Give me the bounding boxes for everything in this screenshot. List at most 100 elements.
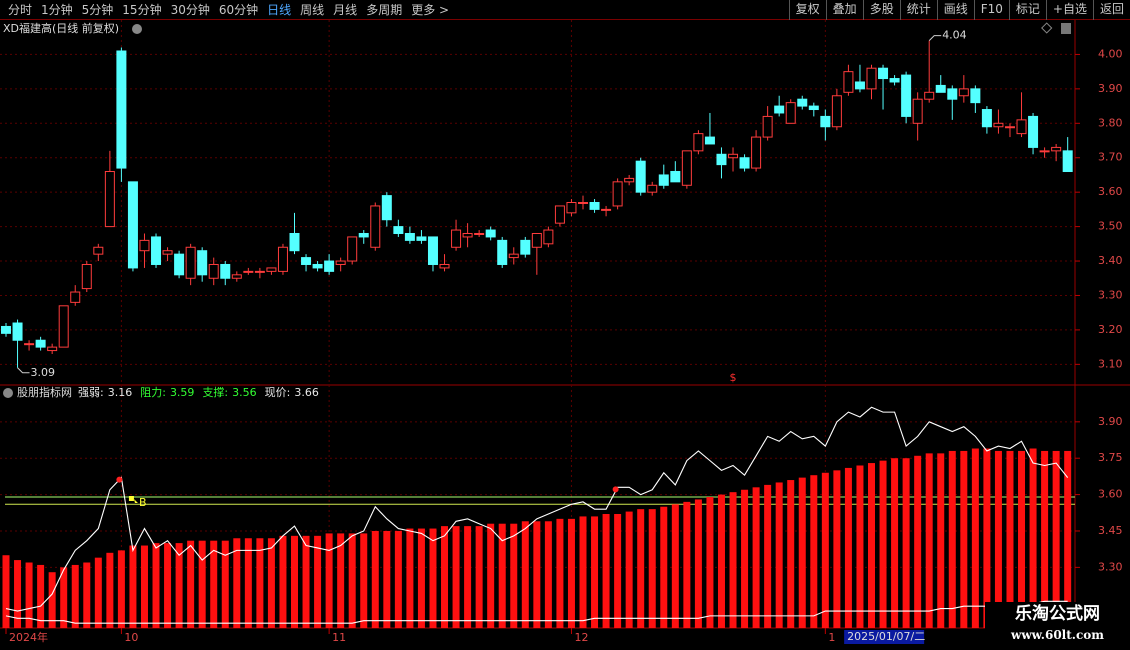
signal: $ [730,371,737,384]
indicator-bar [94,557,102,628]
period-tab[interactable]: 1分钟 [41,3,73,17]
period-tab[interactable]: 日线 [267,3,292,17]
x-tick-label: 12 [574,631,588,644]
indicator-bar [1006,450,1014,628]
candle-body [127,181,138,269]
tool-buttons: 复权 叠加 多股 统计 画线 F10 标记 +自选 返回 [788,0,1130,20]
tool-button[interactable]: 叠加 [825,0,863,20]
cursor-date-label: 2025/01/07/二 [847,630,925,643]
period-tab[interactable]: 15分钟 [122,3,162,17]
indicator-bar [821,472,829,628]
x-tick-label: 10 [124,631,138,644]
period-tab[interactable]: 60分钟 [218,3,259,17]
indicator-bar [521,521,529,628]
legend-value: 3.56 [232,386,257,399]
tool-button[interactable]: F10 [973,0,1009,20]
candle-body [958,88,969,97]
indicator-bar [694,499,702,628]
x-tick-label: 1 [828,631,835,644]
period-tab[interactable]: 分时 [8,3,33,17]
diamond-icon[interactable] [1041,22,1053,34]
candle-body [277,246,288,272]
tool-button[interactable]: +自选 [1045,0,1093,20]
candle-body [324,260,335,272]
indicator-bar [406,528,414,628]
indicator-bar [187,540,195,628]
candle-body [174,253,185,276]
y-tick-label: 3.70 [1098,151,1123,164]
candle-body [589,202,600,210]
indicator-bar [683,501,691,628]
indicator-bar [544,521,552,628]
candle-body [531,232,542,248]
candle-body [404,232,415,241]
extreme-label: 4.04 [942,29,967,42]
candle-body [139,239,150,252]
candle-body [901,74,912,117]
indicator-bar [244,538,252,628]
period-tab[interactable]: 周线 [300,3,325,17]
indicator-line [5,406,1069,612]
tool-button[interactable]: 画线 [936,0,974,20]
candle-body [208,263,219,279]
candle-body [81,263,92,290]
period-tab[interactable]: 更多 > [411,3,450,17]
indicator-bar [971,448,979,628]
indicator-bar [2,555,10,628]
period-tab[interactable]: 30分钟 [170,3,210,17]
candle-body [820,115,831,128]
signal-flag [128,496,134,501]
candle-body [889,78,900,83]
indicator-bar [198,540,206,628]
title-menu-icon[interactable] [132,24,142,34]
period-tab[interactable]: 多周期 [366,3,403,17]
candle-body [728,153,739,159]
indicator-bar [164,543,172,628]
period-tabs: 分时 1分钟 5分钟 15分钟 30分钟 60分钟 日线 周线 月线 多周期 更多 > [0,1,789,18]
indicator-bar [475,526,483,628]
indicator-bar [394,530,402,628]
candle-body [704,136,715,145]
indicator-bar [48,572,56,628]
cursor-date-box [844,630,925,644]
indicator-bar [798,477,806,628]
indicator-bar [533,521,541,628]
indicator-bar [660,506,668,628]
candle-body [381,195,392,221]
tool-button[interactable]: 统计 [899,0,937,20]
tool-button[interactable]: 返回 [1092,0,1130,20]
period-tab[interactable]: 5分钟 [81,3,114,17]
candle-body [1016,119,1027,135]
signal-dot [116,476,123,483]
indicator-bar [140,545,148,628]
indicator-bar [221,540,229,628]
indicator-bar [729,492,737,628]
indicator-bar [856,465,864,628]
panel-icon[interactable] [1061,23,1071,34]
tool-button[interactable]: 标记 [1008,0,1046,20]
indicator-bar [291,535,298,628]
indicator-bar [175,543,183,628]
candle-body [658,174,669,186]
indicator-bar [983,448,991,628]
tool-button[interactable]: 多股 [862,0,900,20]
main-title: XD福建高(日线 前复权) [3,21,119,35]
indicator-bar [117,550,125,628]
candle-body [393,226,404,234]
indicator-bar [71,564,79,628]
indicator-bar [591,516,599,628]
indicator-bar [417,528,425,628]
indicator-bar [891,458,899,628]
tool-button[interactable]: 复权 [788,0,826,20]
candle-body [1,325,11,334]
period-tab[interactable]: 月线 [333,3,358,17]
x-tick-label: 11 [332,631,346,644]
indicator-bar [556,518,564,628]
indicator-bar [210,540,218,628]
indicator-bar [775,482,783,628]
indicator-bar [233,538,241,628]
indicator-menu-icon[interactable] [3,388,13,398]
candle-body [924,91,935,100]
y-tick-label: 3.30 [1098,560,1123,573]
